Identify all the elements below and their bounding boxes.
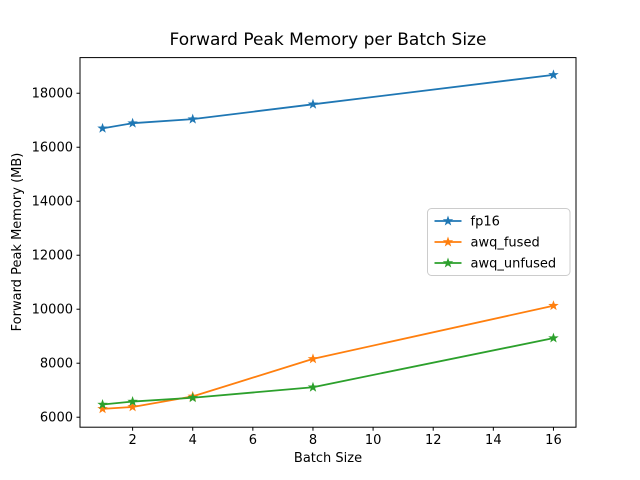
legend-item-awq_fused: awq_fused <box>434 236 540 251</box>
legend-label: awq_unfused <box>471 257 557 272</box>
data-point-marker-awq_unfused <box>307 381 319 392</box>
legend: fp16 awq_fused awq_unfused <box>427 208 571 276</box>
data-point-marker-fp16 <box>127 117 138 128</box>
y-tick-label: 10000 <box>32 303 73 318</box>
legend-item-fp16: fp16 <box>434 215 500 230</box>
data-point-marker-awq_fused <box>97 403 108 414</box>
legend-item-awq_unfused: awq_unfused <box>434 257 557 272</box>
data-point-marker-awq_unfused <box>187 392 198 403</box>
y-tick-label: 16000 <box>32 141 73 156</box>
y-tick-label: 8000 <box>40 357 73 372</box>
legend-swatch-star-marker <box>442 215 454 226</box>
series-line-awq_fused <box>101 304 555 410</box>
x-tick-label: 2 <box>128 433 136 448</box>
data-point-marker-awq_fused <box>307 353 319 364</box>
data-point-marker-fp16 <box>307 98 319 109</box>
x-tick-label: 8 <box>309 433 317 448</box>
x-tick-label: 12 <box>425 433 442 448</box>
legend-label: fp16 <box>471 215 500 230</box>
data-point-marker-fp16 <box>187 113 198 124</box>
data-point-marker-fp16 <box>548 69 559 80</box>
legend-label: awq_fused <box>471 236 540 251</box>
data-point-marker-awq_unfused <box>548 332 559 343</box>
y-axis-label: Forward Peak Memory (MB) <box>10 153 25 332</box>
chart-title: Forward Peak Memory per Batch Size <box>170 30 487 50</box>
data-point-marker-awq_fused <box>548 300 559 311</box>
y-tick-label: 6000 <box>40 411 73 426</box>
x-tick-label: 14 <box>485 433 502 448</box>
x-tick-label: 16 <box>545 433 562 448</box>
x-tick-label: 10 <box>365 433 382 448</box>
series-line-awq_unfused <box>101 337 555 406</box>
series-line-fp16 <box>101 73 555 130</box>
legend-box <box>427 208 571 276</box>
data-point-marker-fp16 <box>97 122 108 133</box>
x-axis-label: Batch Size <box>294 451 362 466</box>
y-tick-label: 14000 <box>32 195 73 210</box>
data-point-marker-awq_unfused <box>97 399 108 409</box>
legend-swatch-star-marker <box>442 257 454 268</box>
data-point-marker-awq_fused <box>127 401 138 412</box>
axes-spines <box>79 57 577 428</box>
y-tick-label: 12000 <box>32 249 73 264</box>
legend-swatch-star-marker <box>442 236 454 247</box>
x-tick-label: 6 <box>249 433 257 448</box>
x-tick-label: 4 <box>189 433 197 448</box>
y-tick-label: 18000 <box>32 87 73 102</box>
plot-area: 2 4 6 8 10 12 14 16 6000 8000 10000 12000 14000 16000… <box>32 57 577 448</box>
data-point-marker-awq_unfused <box>127 396 138 406</box>
